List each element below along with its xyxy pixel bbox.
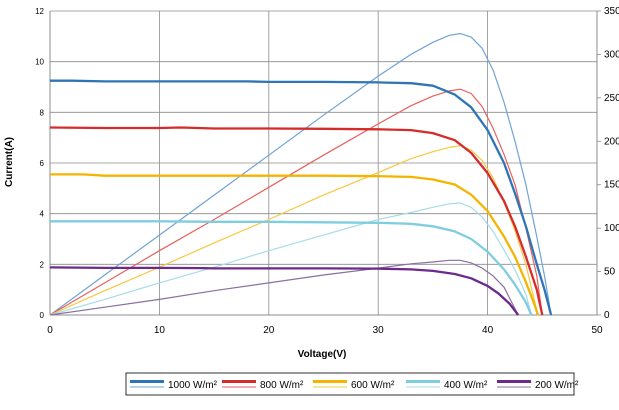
y2-tick-label: 50 (604, 267, 616, 278)
x-tick-label: 50 (591, 325, 603, 336)
x-tick-label: 20 (263, 325, 275, 336)
y-tick-label: 6 (40, 159, 45, 168)
y2-tick-label: 350 (604, 6, 619, 17)
y-axis-title: Current(A) (4, 137, 15, 187)
series-iv-curve (50, 173, 539, 316)
series-iv-curve (50, 79, 553, 316)
series-group (49, 33, 553, 316)
x-tick-label: 0 (47, 325, 53, 336)
series-iv-curve (50, 220, 533, 316)
y2-tick-label: 250 (604, 93, 619, 104)
y-tick-label: 0 (40, 311, 45, 320)
series-power-curve (49, 202, 532, 316)
y2-tick-label: 0 (604, 310, 610, 321)
y2-tick-label: 300 (604, 49, 619, 60)
x-tick-label: 40 (482, 325, 494, 336)
y-tick-label: 2 (40, 260, 45, 269)
axes (49, 10, 601, 316)
y-tick-label: 8 (40, 108, 45, 117)
series-iv-curve (49, 126, 544, 316)
legend-box (125, 372, 575, 396)
series-power-curve (49, 33, 552, 316)
y2-tick-label: 100 (604, 223, 619, 234)
legend-label: 400 W/m² (444, 380, 488, 391)
legend: 1000 W/m² 800 W/m² 600 W/m² 400 W/m² 200 W/m… (125, 372, 579, 396)
series-power-curve (49, 259, 519, 316)
y2-tick-label: 150 (604, 180, 619, 191)
series-iv-curve (49, 266, 520, 316)
y-tick-label: 4 (40, 210, 45, 219)
legend-label: 1000 W/m² (168, 380, 218, 391)
series-power-curve (49, 88, 543, 316)
legend-label: 200 W/m² (535, 380, 579, 391)
x-axis-title: Voltage(V) (298, 349, 347, 360)
y2-tick-label: 200 (604, 136, 619, 147)
legend-label: 600 W/m² (351, 380, 395, 391)
legend-label: 800 W/m² (260, 380, 304, 391)
x-tick-label: 30 (373, 325, 385, 336)
y-tick-label: 12 (35, 7, 44, 16)
x-tick-label: 10 (154, 325, 166, 336)
y-tick-label: 10 (35, 58, 44, 67)
